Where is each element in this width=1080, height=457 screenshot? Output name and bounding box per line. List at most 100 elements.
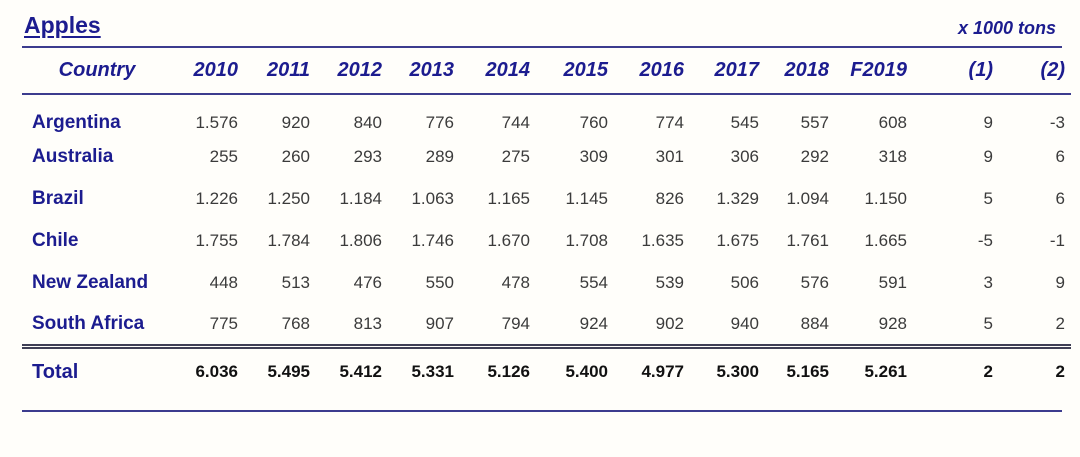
- column-header-1: (1): [913, 48, 999, 95]
- total-value-cell: 5.126: [460, 343, 536, 396]
- value-cell: 760: [579, 112, 608, 132]
- value-cell: 1.708: [565, 231, 608, 250]
- total-value-cell: 5.300: [690, 343, 765, 396]
- table-body: Argentina 1.576 920 840 776 744 760 774 545 557 60…: [22, 94, 1071, 346]
- column-header-2016: 2016: [614, 48, 690, 95]
- table-row-brazil: Brazil 1.226 1.250 1.184 1.063 1.165 1.145 826 1…: [22, 178, 1071, 220]
- table-row-argentina: Argentina 1.576 920 840 776 744 760 774 545 557 60…: [22, 94, 1071, 136]
- value-cell: 6: [1055, 189, 1065, 208]
- country-name: South Africa: [32, 312, 145, 334]
- table-row-chile: Chile 1.755 1.784 1.806 1.746 1.670 1.708 1.635…: [22, 220, 1071, 262]
- value-cell: 448: [209, 273, 238, 292]
- value-cell: 920: [281, 112, 310, 132]
- value-cell: 902: [655, 313, 684, 333]
- value-cell: -5: [977, 231, 993, 250]
- table-header-row: Country 2010 2011 2012 2013 2014 2015 2016 2017 2…: [22, 48, 1071, 95]
- value-cell: 306: [730, 147, 759, 166]
- value-cell: 1.094: [786, 189, 829, 208]
- value-cell: 744: [501, 112, 530, 132]
- value-cell: 794: [501, 313, 530, 333]
- column-header-country: Country: [22, 48, 170, 95]
- total-value-cell: 6.036: [170, 343, 244, 396]
- value-cell: 289: [425, 147, 454, 166]
- total-value-cell: 5.400: [536, 343, 614, 396]
- value-cell: 539: [655, 273, 684, 292]
- value-cell: 5: [983, 313, 993, 333]
- value-cell: 1.250: [267, 189, 310, 208]
- column-header-2017: 2017: [690, 48, 765, 95]
- value-cell: 924: [579, 313, 608, 333]
- value-cell: 3: [983, 273, 993, 292]
- value-cell: -3: [1049, 112, 1065, 132]
- value-cell: 591: [878, 273, 907, 292]
- column-header-2018: 2018: [765, 48, 835, 95]
- country-name: Brazil: [32, 188, 84, 209]
- country-name: Australia: [32, 146, 114, 167]
- total-value-cell: 5.495: [244, 343, 316, 396]
- column-header-2012: 2012: [316, 48, 388, 95]
- total-value-cell: 5.331: [388, 343, 460, 396]
- value-cell: -1: [1049, 231, 1065, 250]
- value-cell: 608: [878, 112, 907, 132]
- header-bar: Apples x 1000 tons: [22, 10, 1062, 48]
- value-cell: 301: [655, 147, 684, 166]
- value-cell: 292: [800, 147, 829, 166]
- value-cell: 1.761: [786, 231, 829, 250]
- value-cell: 260: [281, 147, 310, 166]
- value-cell: 9: [983, 112, 993, 132]
- value-cell: 1.145: [565, 189, 608, 208]
- total-value-cell: 2: [913, 343, 999, 396]
- value-cell: 1.150: [864, 189, 907, 208]
- value-cell: 928: [878, 313, 907, 333]
- value-cell: 813: [353, 313, 382, 333]
- value-cell: 9: [1055, 273, 1065, 292]
- total-value-cell: 4.977: [614, 343, 690, 396]
- value-cell: 907: [425, 313, 454, 333]
- value-cell: 9: [983, 147, 993, 166]
- value-cell: 1.670: [487, 231, 530, 250]
- value-cell: 5: [983, 189, 993, 208]
- value-cell: 1.784: [267, 231, 310, 250]
- value-cell: 884: [800, 313, 829, 333]
- value-cell: 1.165: [487, 189, 530, 208]
- value-cell: 1.755: [195, 231, 238, 250]
- value-cell: 1.329: [716, 189, 759, 208]
- total-label: Total: [22, 343, 170, 396]
- value-cell: 6: [1055, 147, 1065, 166]
- value-cell: 557: [800, 112, 829, 132]
- value-cell: 293: [353, 147, 382, 166]
- value-cell: 506: [730, 273, 759, 292]
- total-value-cell: 5.261: [835, 343, 913, 396]
- value-cell: 318: [878, 147, 907, 166]
- value-cell: 478: [501, 273, 530, 292]
- country-name: New Zealand: [32, 272, 149, 293]
- value-cell: 1.746: [411, 231, 454, 250]
- value-cell: 775: [209, 313, 238, 333]
- value-cell: 554: [579, 273, 608, 292]
- value-cell: 840: [353, 112, 382, 132]
- total-value-cell: 5.412: [316, 343, 388, 396]
- country-name: Chile: [32, 230, 79, 251]
- column-header-2: (2): [999, 48, 1071, 95]
- table-row-new-zealand: New Zealand 448 513 476 550 478 554 539 506 576 59…: [22, 262, 1071, 304]
- column-header-2015: 2015: [536, 48, 614, 95]
- value-cell: 1.226: [195, 189, 238, 208]
- country-name: Argentina: [32, 111, 121, 133]
- value-cell: 774: [655, 112, 684, 132]
- value-cell: 1.576: [195, 112, 238, 132]
- unit-label: x 1000 tons: [957, 18, 1056, 38]
- value-cell: 1.635: [641, 231, 684, 250]
- column-header-2014: 2014: [460, 48, 536, 95]
- column-header-2010: 2010: [170, 48, 244, 95]
- table-row-australia: Australia 255 260 293 289 275 309 301 306 292 318 9…: [22, 136, 1071, 178]
- table-total-section: Total 6.036 5.495 5.412 5.331 5.126 5.400 4.977…: [22, 343, 1071, 396]
- total-value-cell: 5.165: [765, 343, 835, 396]
- value-cell: 1.665: [864, 231, 907, 250]
- value-cell: 1.184: [339, 189, 382, 208]
- total-row: Total 6.036 5.495 5.412 5.331 5.126 5.400 4.977…: [22, 343, 1071, 396]
- value-cell: 2: [1055, 313, 1065, 333]
- column-header-2011: 2011: [244, 48, 316, 95]
- value-cell: 940: [730, 313, 759, 333]
- value-cell: 476: [353, 273, 382, 292]
